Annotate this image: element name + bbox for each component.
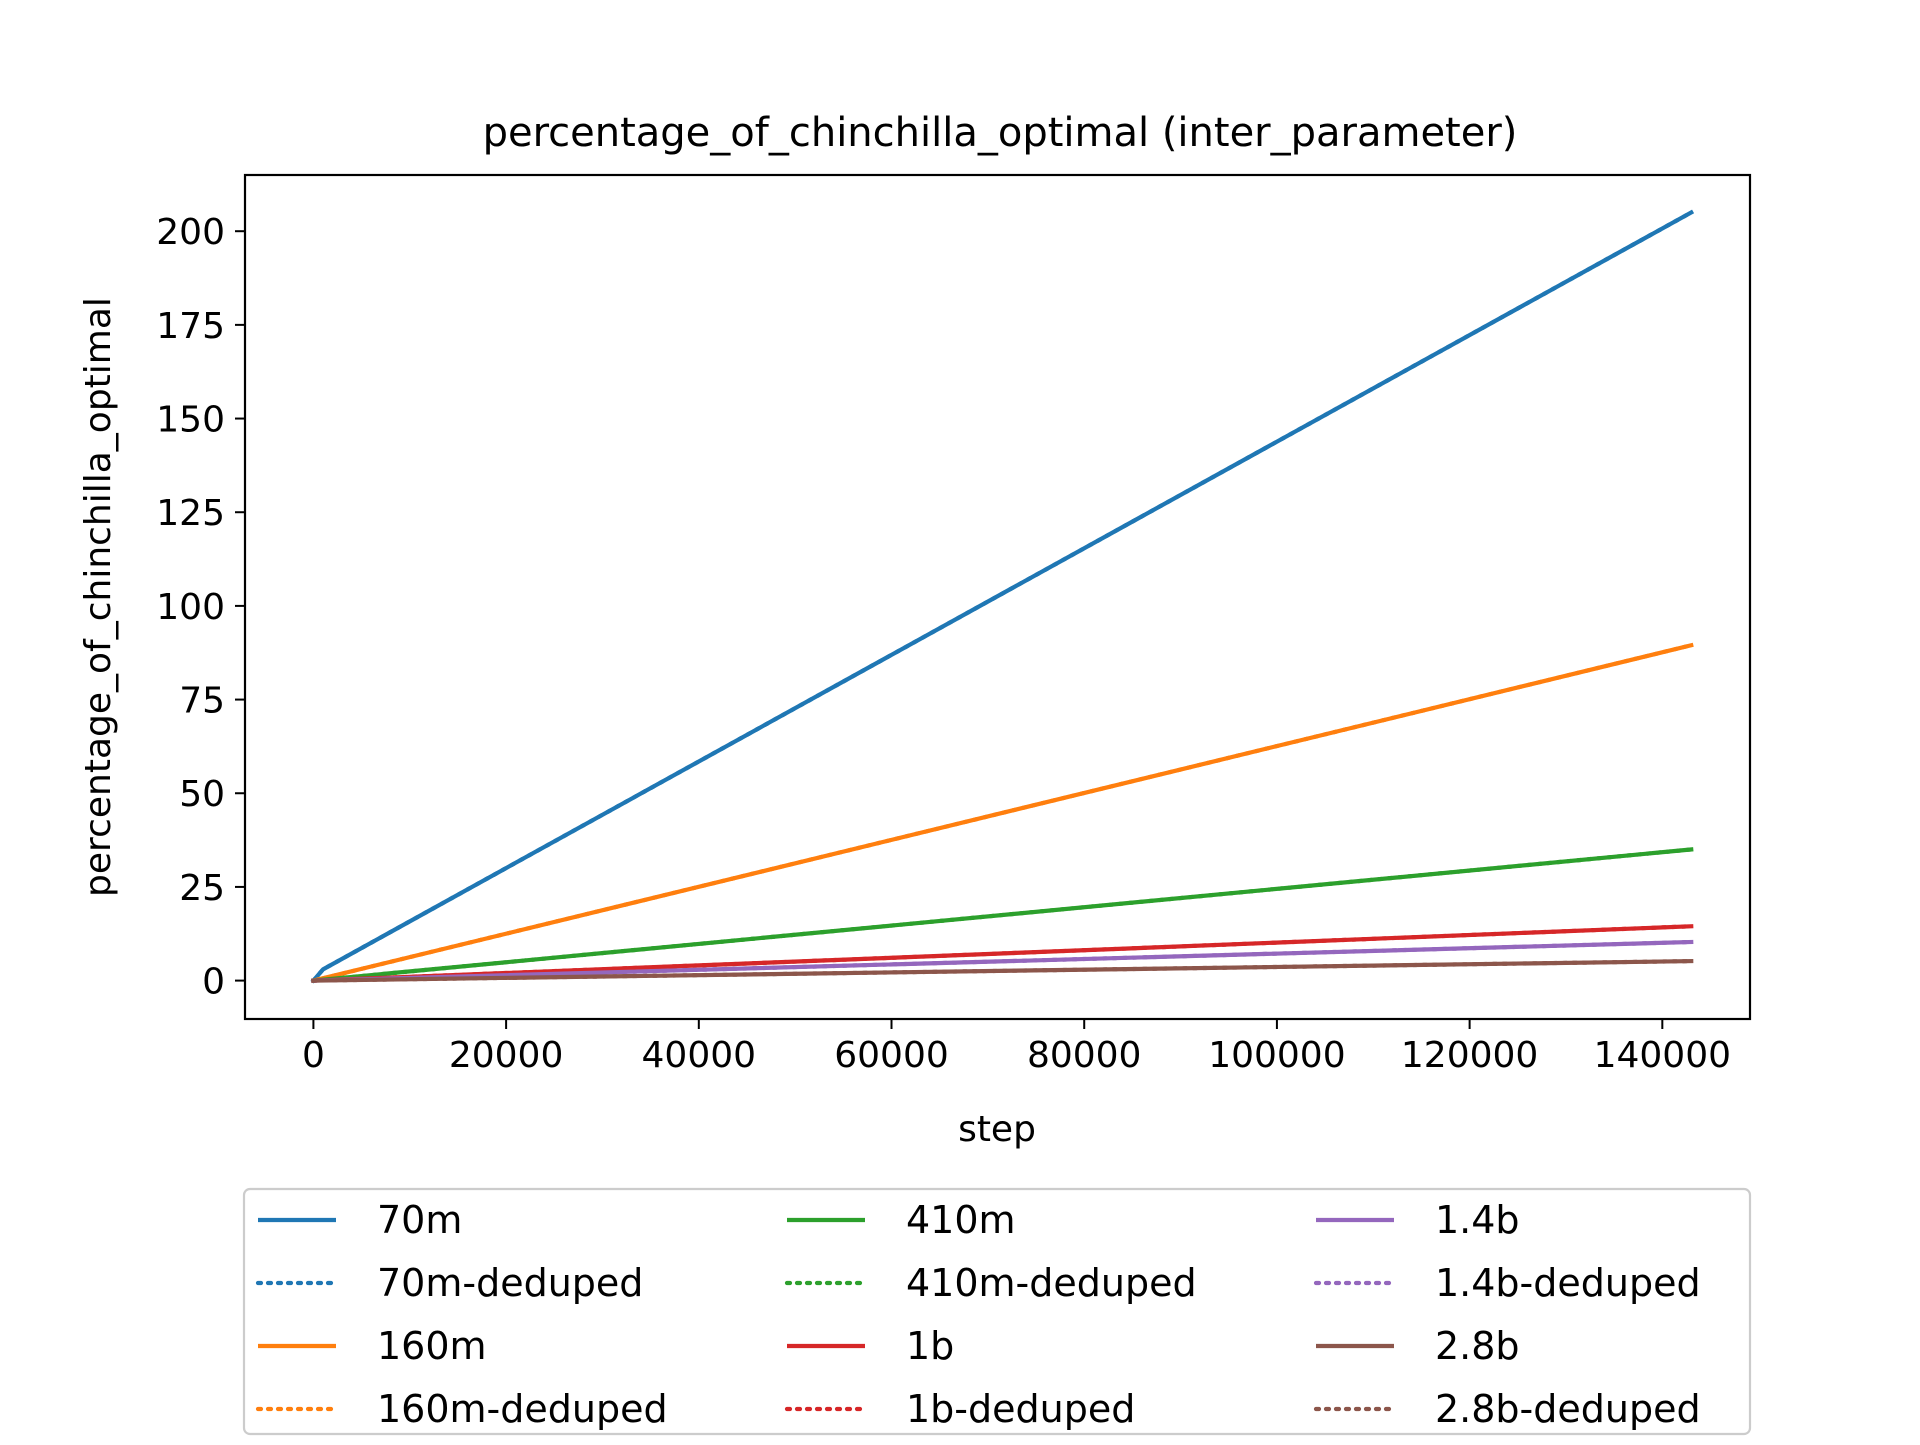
ticks: 0 20000 40000 60000 80000 100000 120000 140000 0… [156,212,1731,1076]
legend-item-410m-deduped: 410m-deduped [784,1261,1197,1305]
x-tick-label: 140000 [1594,1035,1731,1076]
legend-item-2.8b-deduped: 2.8b-deduped [1313,1387,1701,1431]
chart-title: percentage_of_chinchilla_optimal (inter_… [483,110,1518,156]
legend-item-410m: 410m [787,1198,1016,1242]
legend-label: 1b-deduped [906,1387,1135,1431]
legend-item-160m: 160m [258,1324,487,1368]
y-tick-label: 125 [156,493,225,534]
series-line-160m [310,642,1694,984]
legend-label: 410m-deduped [906,1261,1197,1305]
legend-item-160m-deduped: 160m-deduped [255,1387,668,1431]
y-tick-label: 50 [179,774,225,815]
legend-label: 2.8b [1435,1324,1520,1368]
y-tick-label: 200 [156,212,225,253]
legend-label: 1.4b [1435,1198,1520,1242]
legend-item-2.8b: 2.8b [1316,1324,1520,1368]
legend-label: 2.8b-deduped [1435,1387,1701,1431]
legend: 70m 70m-deduped 160m 160m-deduped 410m 410m-d… [242,1187,1752,1436]
series-line-410m [311,847,1694,983]
y-tick-label: 25 [179,868,225,909]
y-tick-label: 0 [202,962,225,1003]
plot-frame [243,173,1752,1021]
legend-item-70m: 70m [258,1198,462,1242]
series-line-2.8b [311,958,1694,983]
legend-item-1b-deduped: 1b-deduped [784,1387,1135,1431]
x-tick-label: 60000 [834,1035,949,1076]
legend-label: 160m-deduped [377,1387,668,1431]
series-lines [310,209,1695,984]
y-axis-label: percentage_of_chinchilla_optimal [78,297,119,897]
legend-label: 1b [906,1324,954,1368]
x-tick-label: 20000 [449,1035,564,1076]
y-tick-label: 75 [179,681,225,722]
x-tick-label: 40000 [642,1035,757,1076]
y-tick-label: 150 [156,400,225,441]
series-line-70m [310,209,1695,984]
series-line-1.4b [311,939,1694,983]
legend-label: 1.4b-deduped [1435,1261,1701,1305]
legend-item-1.4b-deduped: 1.4b-deduped [1313,1261,1701,1305]
legend-item-70m-deduped: 70m-deduped [255,1261,643,1305]
y-tick-label: 175 [156,306,225,347]
legend-label: 160m [377,1324,487,1368]
x-tick-label: 120000 [1401,1035,1538,1076]
legend-label: 70m [377,1198,462,1242]
legend-frame [242,1187,1752,1436]
legend-item-1.4b: 1.4b [1316,1198,1520,1242]
legend-item-1b: 1b [787,1324,954,1368]
x-tick-label: 80000 [1027,1035,1142,1076]
legend-label: 70m-deduped [377,1261,643,1305]
series-line-1b [311,924,1694,983]
x-tick-label: 0 [302,1035,325,1076]
y-tick-label: 100 [156,587,225,628]
legend-label: 410m [906,1198,1016,1242]
x-axis-label: step [958,1109,1036,1150]
x-tick-label: 100000 [1208,1035,1345,1076]
